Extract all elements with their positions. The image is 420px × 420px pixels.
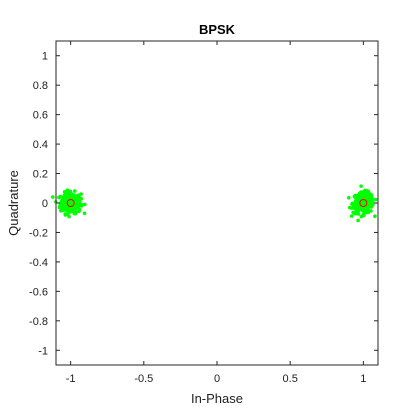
y-tick-label: -0.2 (29, 227, 48, 239)
sample-point (66, 208, 71, 213)
y-tick-label: -0.8 (29, 316, 48, 328)
reference-point (359, 199, 368, 207)
sample-point (368, 204, 372, 208)
y-axis-title: Quadrature (6, 170, 21, 236)
sample-point (70, 206, 75, 210)
y-tick-label: -1 (38, 345, 48, 357)
sample-point (67, 193, 72, 197)
sample-point (366, 206, 370, 211)
sample-point (361, 206, 365, 211)
sample-point (368, 198, 373, 202)
y-tick-label: 0.6 (33, 110, 48, 122)
chart-title: BPSK (199, 22, 236, 37)
sample-point (354, 195, 359, 199)
sample-point (83, 202, 87, 207)
y-tick-label: 0 (42, 198, 48, 210)
sample-point (346, 195, 351, 200)
sample-point (72, 189, 77, 193)
sample-point (77, 195, 81, 200)
y-axis: -1 -0.8 -0.6 -0.4 -0.2 0 0.2 0.4 0.6 0.8 1 (29, 51, 378, 357)
sample-point (74, 197, 78, 202)
y-tick-label: 0.8 (33, 80, 48, 92)
x-tick-label: -1 (66, 373, 76, 385)
sample-point (62, 189, 67, 194)
sample-point (51, 195, 55, 199)
x-axis-title: In-Phase (191, 391, 243, 406)
y-tick-label: 1 (42, 51, 48, 63)
sample-point (354, 211, 359, 216)
x-axis: -1 -0.5 0 0.5 1 (66, 41, 366, 385)
sample-point (358, 193, 362, 198)
plot-area (56, 41, 378, 365)
sample-point (350, 202, 354, 206)
sample-point (73, 207, 77, 212)
sample-point (364, 188, 369, 193)
sample-point (361, 213, 366, 218)
sample-point (354, 208, 358, 212)
y-tick-label: 0.4 (33, 139, 48, 151)
sample-point (59, 195, 64, 199)
x-tick-label: 0 (214, 373, 220, 385)
sample-point (367, 191, 371, 195)
sample-point (354, 199, 359, 204)
sample-point (78, 203, 82, 207)
x-tick-label: -0.5 (134, 373, 153, 385)
sample-point (351, 204, 356, 209)
sample-point (68, 189, 73, 194)
sample-point (368, 194, 373, 198)
sample-point (79, 192, 83, 196)
sample-point (77, 199, 81, 204)
reference-point (66, 199, 75, 207)
sample-point (373, 197, 378, 202)
y-tick-label: -0.4 (29, 257, 48, 269)
sample-point (373, 214, 377, 218)
sample-point (61, 203, 65, 208)
sample-point (77, 209, 81, 214)
x-tick-label: 1 (360, 373, 366, 385)
y-tick-label: -0.6 (29, 286, 48, 298)
sample-point (58, 203, 63, 207)
sample-point (65, 188, 70, 192)
reference-layer (66, 199, 368, 207)
sample-point (349, 214, 354, 218)
sample-point (356, 218, 360, 223)
sample-point (64, 206, 68, 210)
y-tick-label: 0.2 (33, 169, 48, 181)
sample-point (74, 202, 79, 207)
sample-point (65, 212, 70, 216)
sample-point (65, 195, 69, 199)
sample-point (73, 211, 78, 216)
sample-point (82, 211, 87, 216)
x-tick-label: 0.5 (283, 373, 298, 385)
sample-point (362, 200, 366, 205)
sample-point (366, 210, 371, 215)
sample-point (359, 184, 363, 188)
sample-point (363, 192, 367, 197)
sample-point (363, 210, 368, 214)
